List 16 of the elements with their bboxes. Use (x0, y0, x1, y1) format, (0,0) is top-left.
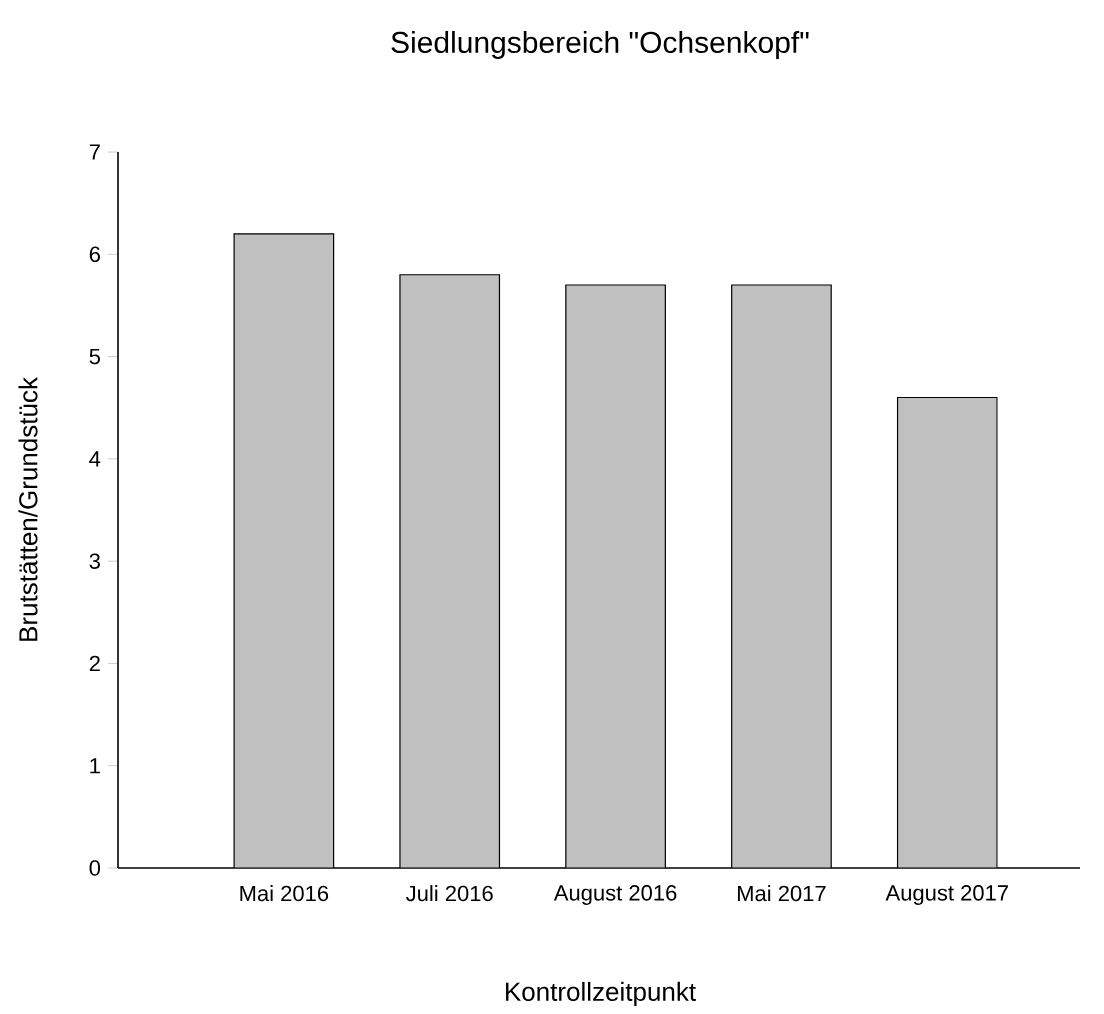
y-tick-label: 6 (89, 246, 100, 263)
y-tick-label: 5 (89, 348, 100, 365)
chart-title: Siedlungsbereich "Ochsenkopf" (391, 31, 809, 59)
x-tick-label: Juli 2016 (406, 885, 493, 902)
y-tick-label: 4 (89, 451, 101, 467)
y-tick-label: 1 (90, 758, 100, 774)
y-tick-label: 2 (89, 655, 100, 672)
y-tick-label: 0 (89, 860, 101, 876)
y-tick-label: 3 (89, 553, 100, 569)
x-tick-label: Mai 2017 (738, 885, 826, 902)
x-tick-label: Mai 2016 (240, 885, 329, 902)
x-tick-label: August 2017 (885, 885, 1008, 905)
y-tick-label: 7 (89, 144, 100, 160)
x-tick-label: August 2016 (553, 885, 677, 905)
y-axis-title: Brutstätten/Grundstück (18, 377, 38, 641)
x-axis-title: Kontrollzeitpunkt (506, 981, 696, 1007)
